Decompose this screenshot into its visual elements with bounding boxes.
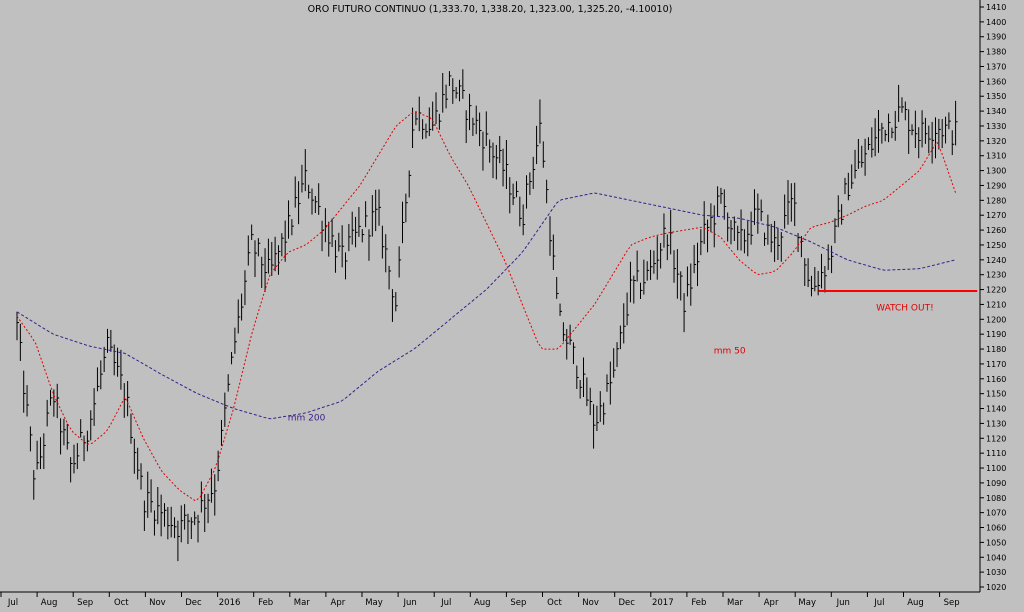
x-tick-label: Feb bbox=[691, 598, 706, 608]
y-tick-label: 1040 bbox=[986, 553, 1006, 562]
annotations: mm 50 mm 200 WATCH OUT! bbox=[288, 290, 978, 423]
watch-out-label: WATCH OUT! bbox=[876, 303, 934, 313]
x-tick-label: Mar bbox=[294, 598, 311, 608]
y-tick-label: 1300 bbox=[986, 167, 1006, 176]
y-tick-label: 1080 bbox=[986, 494, 1006, 503]
x-tick-label: Dec bbox=[618, 598, 635, 608]
x-tick-label: Mar bbox=[727, 598, 744, 608]
y-tick-label: 1030 bbox=[986, 568, 1006, 577]
y-tick-label: 1060 bbox=[986, 524, 1006, 533]
x-tick-label: May bbox=[798, 598, 816, 608]
y-tick-label: 1390 bbox=[986, 33, 1006, 42]
y-tick-label: 1050 bbox=[986, 538, 1006, 547]
y-tick-label: 1350 bbox=[986, 92, 1006, 101]
x-tick-label: May bbox=[365, 598, 383, 608]
x-tick-label: Sep bbox=[77, 598, 93, 608]
x-tick-label: Jun bbox=[836, 598, 850, 608]
moving-average-200-line bbox=[16, 192, 956, 420]
y-tick-label: 1180 bbox=[986, 345, 1006, 354]
y-tick-label: 1240 bbox=[986, 256, 1006, 265]
x-tick-label: Feb bbox=[258, 598, 273, 608]
y-tick-label: 1110 bbox=[986, 449, 1006, 458]
x-tick-label: Sep bbox=[944, 598, 960, 608]
x-tick-label: Jul bbox=[7, 598, 18, 608]
price-bars bbox=[16, 69, 958, 562]
y-tick-label: 1260 bbox=[986, 226, 1006, 235]
y-tick-label: 1360 bbox=[986, 77, 1006, 86]
x-tick-label: 2017 bbox=[652, 598, 674, 608]
x-tick-label: Apr bbox=[331, 598, 346, 608]
x-tick-label: Apr bbox=[764, 598, 779, 608]
x-tick-label: Jul bbox=[873, 598, 884, 608]
x-tick-label: Nov bbox=[582, 598, 599, 608]
x-tick-label: Oct bbox=[547, 598, 562, 608]
chart-title: ORO FUTURO CONTINUO (1,333.70, 1,338.20,… bbox=[308, 4, 673, 15]
y-tick-label: 1140 bbox=[986, 405, 1006, 414]
y-tick-label: 1320 bbox=[986, 137, 1006, 146]
y-tick-label: 1280 bbox=[986, 196, 1006, 205]
x-tick-label: Dec bbox=[185, 598, 202, 608]
y-tick-label: 1120 bbox=[986, 434, 1006, 443]
y-tick-label: 1100 bbox=[986, 464, 1006, 473]
x-tick-label: Jul bbox=[440, 598, 451, 608]
y-tick-label: 1070 bbox=[986, 509, 1006, 518]
y-tick-label: 1380 bbox=[986, 48, 1006, 57]
y-tick-label: 1210 bbox=[986, 300, 1006, 309]
y-tick-label: 1400 bbox=[986, 18, 1006, 27]
axes: 1020 1030 1040 1050 1060 1070 1080 1090 1100 1110… bbox=[0, 0, 1006, 608]
y-tick-label: 1270 bbox=[986, 211, 1006, 220]
y-tick-label: 1230 bbox=[986, 271, 1006, 280]
y-tick-label: 1160 bbox=[986, 375, 1006, 384]
y-tick-label: 1310 bbox=[986, 152, 1006, 161]
x-tick-label: Jun bbox=[402, 598, 416, 608]
y-tick-label: 1250 bbox=[986, 241, 1006, 250]
y-tick-label: 1340 bbox=[986, 107, 1006, 116]
y-tick-label: 1190 bbox=[986, 330, 1006, 339]
mm50-label: mm 50 bbox=[714, 347, 746, 357]
x-tick-label: 2016 bbox=[219, 598, 241, 608]
x-tick-label: Sep bbox=[510, 598, 526, 608]
x-tick-label: Aug bbox=[907, 598, 924, 608]
y-tick-label: 1200 bbox=[986, 315, 1006, 324]
x-tick-label: Aug bbox=[474, 598, 491, 608]
y-tick-label: 1090 bbox=[986, 479, 1006, 488]
y-tick-label: 1410 bbox=[986, 3, 1006, 12]
mm200-label: mm 200 bbox=[288, 413, 326, 423]
moving-averages bbox=[16, 111, 957, 502]
y-tick-label: 1130 bbox=[986, 419, 1006, 428]
y-tick-label: 1330 bbox=[986, 122, 1006, 131]
y-tick-label: 1290 bbox=[986, 181, 1006, 190]
y-tick-label: 1370 bbox=[986, 62, 1006, 71]
y-tick-label: 1170 bbox=[986, 360, 1006, 369]
y-tick-label: 1020 bbox=[986, 583, 1006, 592]
y-tick-label: 1150 bbox=[986, 390, 1006, 399]
y-tick-label: 1220 bbox=[986, 286, 1006, 295]
x-tick-label: Oct bbox=[114, 598, 129, 608]
x-tick-label: Nov bbox=[149, 598, 166, 608]
x-tick-label: Aug bbox=[41, 598, 58, 608]
